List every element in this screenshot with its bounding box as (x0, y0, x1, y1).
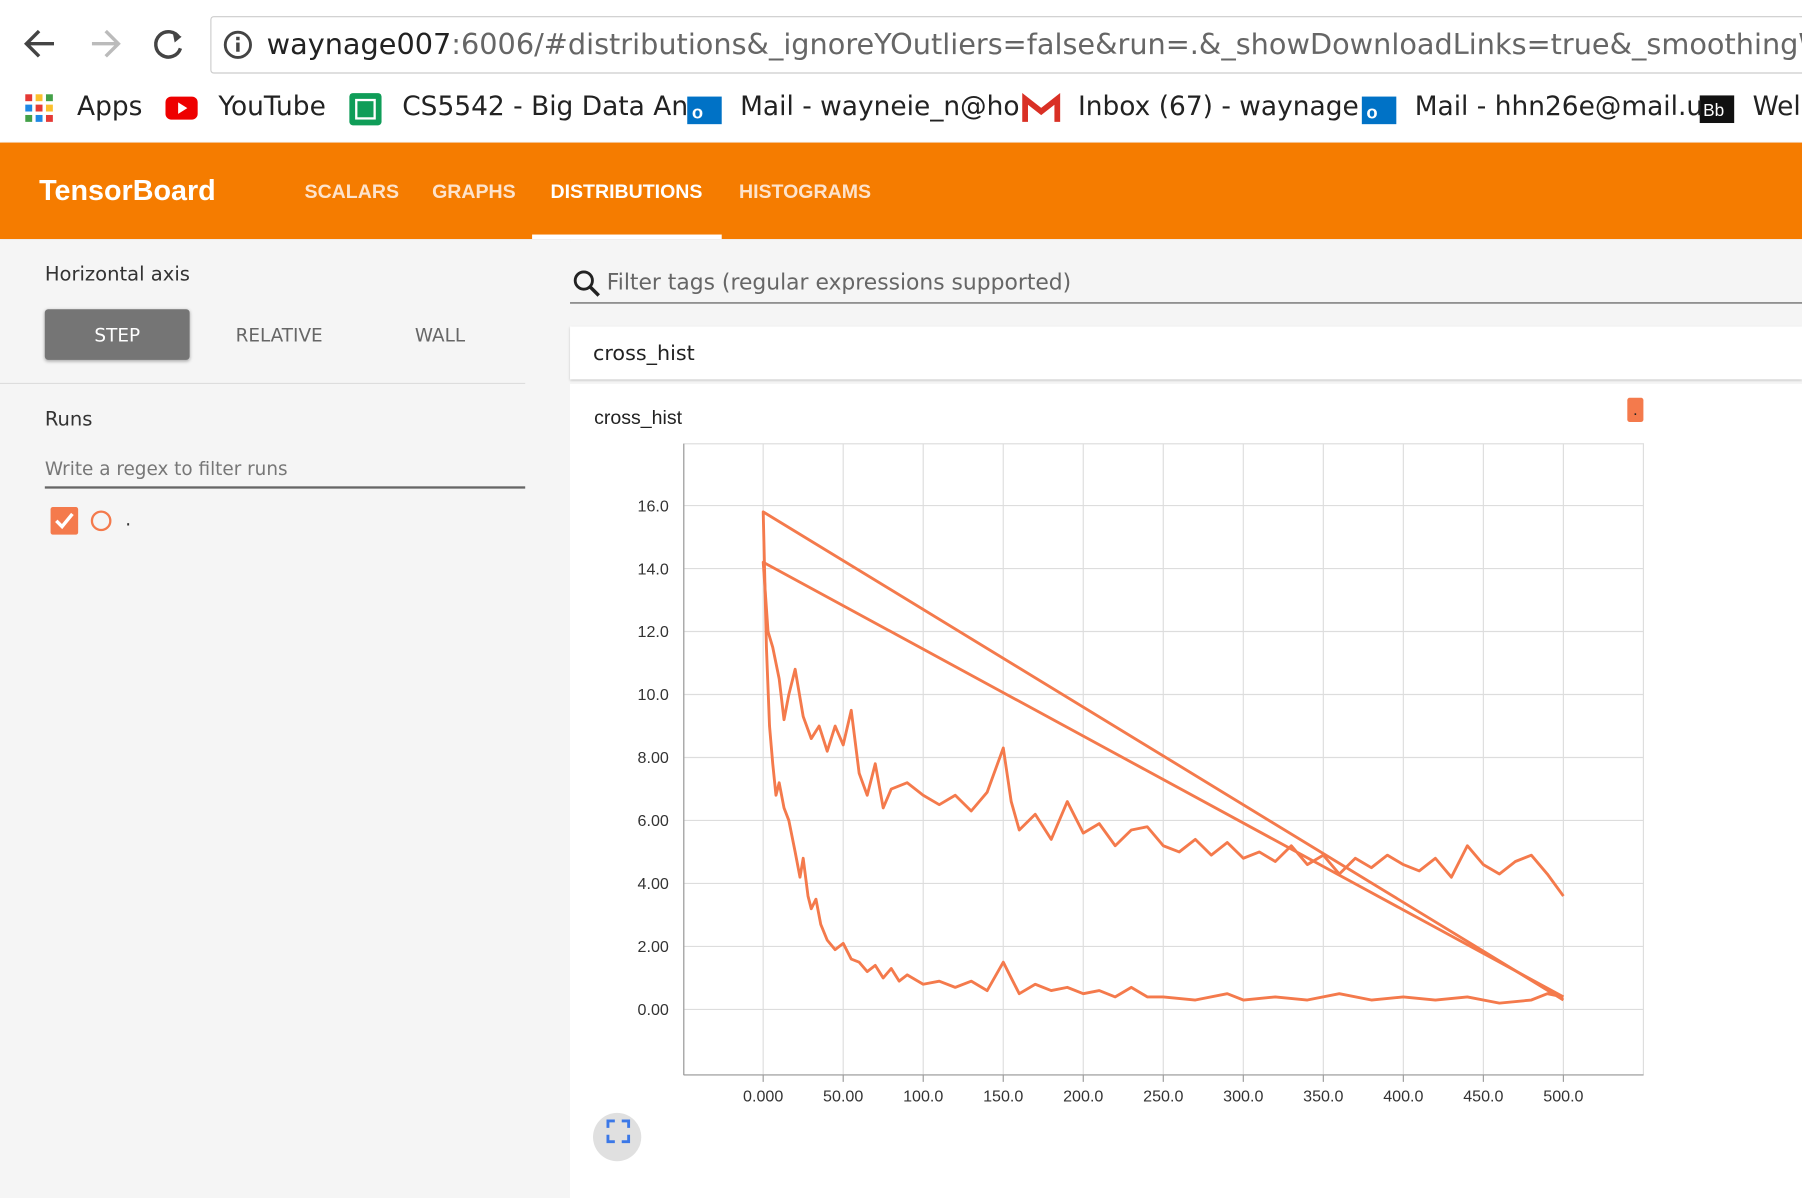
x-tick-label: 450.0 (1463, 1087, 1503, 1105)
x-tick-label: 100.0 (903, 1087, 943, 1105)
fullscreen-icon (606, 1119, 631, 1144)
tab[interactable]: GRAPHS (432, 180, 516, 203)
address-bar[interactable] (210, 16, 1802, 74)
tab-active[interactable]: DISTRIBUTIONS (550, 180, 703, 203)
tab[interactable]: HISTOGRAMS (738, 180, 872, 203)
y-tick-label: 16.0 (638, 497, 669, 515)
tag-filter[interactable]: Filter tags (regular expressions support… (606, 270, 1072, 296)
forward-button[interactable] (91, 29, 121, 58)
tab[interactable]: SCALARS (304, 180, 399, 203)
run-name: . (125, 508, 132, 531)
runs-filter[interactable]: Write a regex to filter runs (44, 457, 288, 480)
filter-underline (570, 302, 1802, 304)
bookmark-icons: o o Bb (25, 92, 1735, 126)
tab-indicator (532, 234, 722, 240)
info-icon (223, 30, 252, 59)
bookmark[interactable]: Mail - wayneie_n@ho (740, 91, 1020, 122)
chart-title: cross_hist (594, 407, 682, 429)
y-tick-label: 8.00 (638, 749, 669, 767)
divider (0, 382, 526, 385)
category-header[interactable] (570, 326, 1802, 380)
y-tick-label: 2.00 (638, 938, 669, 956)
reload-button[interactable] (154, 30, 183, 59)
back-button[interactable] (23, 29, 55, 58)
run-toggle[interactable] (49, 506, 118, 536)
step-button[interactable] (44, 309, 190, 360)
app-title: TensorBoard (39, 174, 216, 207)
x-tick-label: 400.0 (1383, 1087, 1423, 1105)
axis-label: Horizontal axis (44, 263, 190, 287)
fullscreen-button[interactable] (593, 1112, 642, 1162)
bookmark[interactable]: YouTube (218, 91, 326, 122)
x-tick-label: 150.0 (983, 1087, 1023, 1105)
x-tick-label: 250.0 (1143, 1087, 1183, 1105)
bookmark[interactable]: Inbox (67) - waynage (1077, 91, 1359, 122)
x-tick-label: 200.0 (1063, 1087, 1103, 1105)
legend-swatch (1627, 397, 1644, 422)
series-line (761, 510, 1565, 1005)
y-tick-label: 0.00 (638, 1001, 669, 1019)
runs-label: Runs (44, 408, 93, 432)
bookmark[interactable]: Apps (76, 91, 143, 122)
y-tick-label: 14.0 (638, 560, 669, 578)
legend-label: . (1633, 401, 1637, 419)
reload-arrow (172, 31, 182, 43)
url: waynage007:6006/#distributions&_ignoreYO… (267, 28, 1802, 61)
y-tick-label: 6.00 (638, 812, 669, 830)
bookmark[interactable]: CS5542 - Big Data An (402, 91, 689, 122)
y-tick-label: 4.00 (638, 875, 669, 893)
y-tick-label: 12.0 (638, 623, 669, 641)
x-tick-label: 300.0 (1223, 1087, 1263, 1105)
x-tick-label: 0.000 (743, 1087, 783, 1105)
filter-underline (44, 486, 526, 489)
url-host: waynage007 (266, 27, 452, 61)
x-tick-label: 50.00 (823, 1087, 863, 1105)
series-line (761, 560, 1565, 999)
axis-option[interactable]: STEP (94, 324, 141, 347)
bookmark[interactable]: Mail - hhn26e@mail.u (1414, 91, 1704, 122)
app-header (0, 142, 1802, 240)
svg-text:o: o (692, 101, 703, 122)
search-icon (573, 270, 600, 297)
y-tick-label: 10.0 (638, 686, 669, 704)
url-path: :6006/#distributions&_ignoreYOutliers=fa… (451, 27, 1802, 61)
axis-option[interactable]: RELATIVE (235, 324, 323, 347)
x-tick-label: 350.0 (1303, 1087, 1343, 1105)
sidebar (0, 239, 571, 1198)
x-tick-label: 500.0 (1543, 1087, 1583, 1105)
svg-text:Bb: Bb (1703, 100, 1724, 120)
category-title: cross_hist (593, 341, 695, 366)
nav-icons (23, 29, 183, 59)
axis-option[interactable]: WALL (414, 324, 466, 347)
svg-text:o: o (1366, 101, 1377, 122)
bookmark[interactable]: Welc (1752, 91, 1802, 122)
